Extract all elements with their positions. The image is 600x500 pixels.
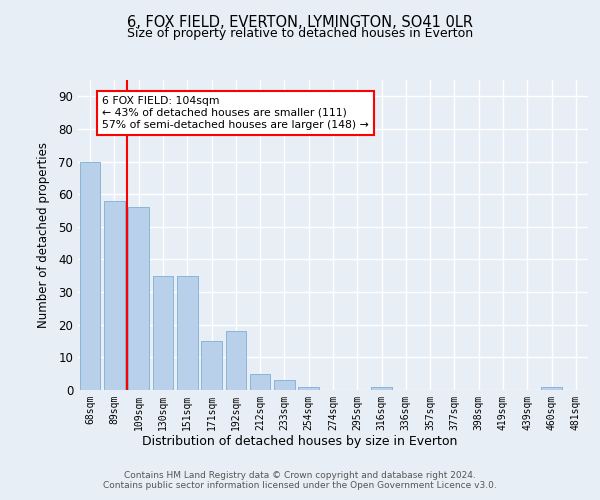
Bar bbox=[226, 332, 246, 390]
Bar bbox=[201, 341, 222, 390]
Bar bbox=[152, 276, 173, 390]
Text: Contains HM Land Registry data © Crown copyright and database right 2024.
Contai: Contains HM Land Registry data © Crown c… bbox=[103, 470, 497, 490]
Bar bbox=[274, 380, 295, 390]
Bar bbox=[371, 386, 392, 390]
Text: Size of property relative to detached houses in Everton: Size of property relative to detached ho… bbox=[127, 28, 473, 40]
Text: Distribution of detached houses by size in Everton: Distribution of detached houses by size … bbox=[142, 435, 458, 448]
Bar bbox=[541, 386, 562, 390]
Bar bbox=[298, 386, 319, 390]
Bar bbox=[250, 374, 271, 390]
Bar bbox=[177, 276, 197, 390]
Text: 6 FOX FIELD: 104sqm
← 43% of detached houses are smaller (111)
57% of semi-detac: 6 FOX FIELD: 104sqm ← 43% of detached ho… bbox=[102, 96, 369, 130]
Bar bbox=[80, 162, 100, 390]
Y-axis label: Number of detached properties: Number of detached properties bbox=[37, 142, 50, 328]
Bar bbox=[128, 208, 149, 390]
Bar bbox=[104, 200, 125, 390]
Text: 6, FOX FIELD, EVERTON, LYMINGTON, SO41 0LR: 6, FOX FIELD, EVERTON, LYMINGTON, SO41 0… bbox=[127, 15, 473, 30]
